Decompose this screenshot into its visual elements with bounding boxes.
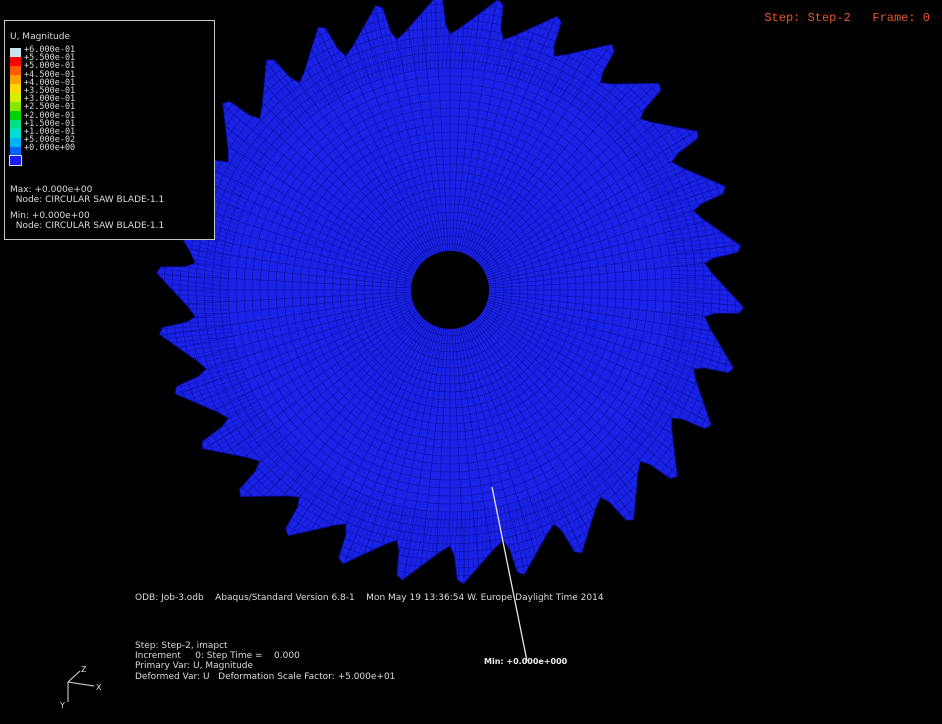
legend-label: +3.000e-01: [24, 94, 76, 105]
legend-swatch: [10, 111, 21, 120]
legend-label: +5.000e-01: [24, 61, 76, 72]
arbor-hole: [411, 251, 489, 329]
legend-label: +5.000e-02: [24, 135, 76, 146]
legend-label: +1.500e-01: [24, 118, 76, 129]
legend-label: +2.000e-01: [24, 110, 76, 121]
legend-label: +2.500e-01: [24, 102, 76, 113]
triad-y-label: Y: [59, 701, 65, 710]
deformed-var-line: Deformed Var: U Deformation Scale Factor…: [135, 672, 396, 682]
legend-label: +0.000e+00: [24, 143, 76, 154]
triad-z-label: Z: [81, 665, 87, 674]
legend-swatch: [10, 147, 21, 156]
min-leader-line: [491, 486, 528, 662]
legend-swatch: [10, 93, 21, 102]
contour-legend[interactable]: U, Magnitude +6.000e-01 +5.500e-01 +5.000e…: [4, 20, 215, 240]
legend-label: +5.500e-01: [24, 53, 76, 64]
triad-x-label: X: [96, 683, 102, 692]
legend-color-bar: [9, 48, 22, 166]
legend-swatch: [10, 129, 21, 138]
legend-swatch: [10, 48, 21, 57]
legend-min-node: Node: CIRCULAR SAW BLADE-1.1: [10, 221, 165, 231]
legend-label: +4.500e-01: [24, 69, 76, 80]
legend-min-value: Min: +0.000e+00: [10, 211, 90, 221]
legend-label: +6.000e-01: [24, 45, 76, 55]
step-info-line: Step: Step-2, imapct: [135, 641, 228, 651]
min-value-marker: Min: +0.000e+000: [484, 657, 568, 666]
legend-label: +3.500e-01: [24, 86, 76, 97]
step-frame-indicator: Step: Step-2 Frame: 0: [764, 11, 930, 25]
legend-max-node: Node: CIRCULAR SAW BLADE-1.1: [10, 195, 165, 205]
legend-label: +4.000e-01: [24, 77, 76, 88]
odb-info-line: ODB: Job-3.odb Abaqus/Standard Version 6…: [135, 593, 604, 603]
axis-triad-icon: Z X Y: [59, 665, 102, 710]
saw-blade-mesh: [155, 0, 745, 585]
legend-swatch: [10, 102, 21, 111]
legend-label: +1.000e-01: [24, 127, 76, 138]
legend-swatch: [10, 84, 21, 93]
legend-labels: +6.000e-01 +5.500e-01 +5.000e-01 +4.500e-01…: [24, 46, 75, 153]
legend-swatch: [9, 155, 22, 166]
legend-max-value: Max: +0.000e+00: [10, 185, 93, 195]
legend-swatch: [10, 120, 21, 129]
increment-info-line: Increment 0: Step Time = 0.000: [135, 651, 300, 661]
primary-var-line: Primary Var: U, Magnitude: [135, 661, 254, 671]
legend-swatch: [10, 75, 21, 84]
legend-swatch: [10, 66, 21, 75]
legend-swatch: [10, 138, 21, 147]
legend-swatch: [10, 57, 21, 66]
legend-title: U, Magnitude: [10, 32, 70, 42]
